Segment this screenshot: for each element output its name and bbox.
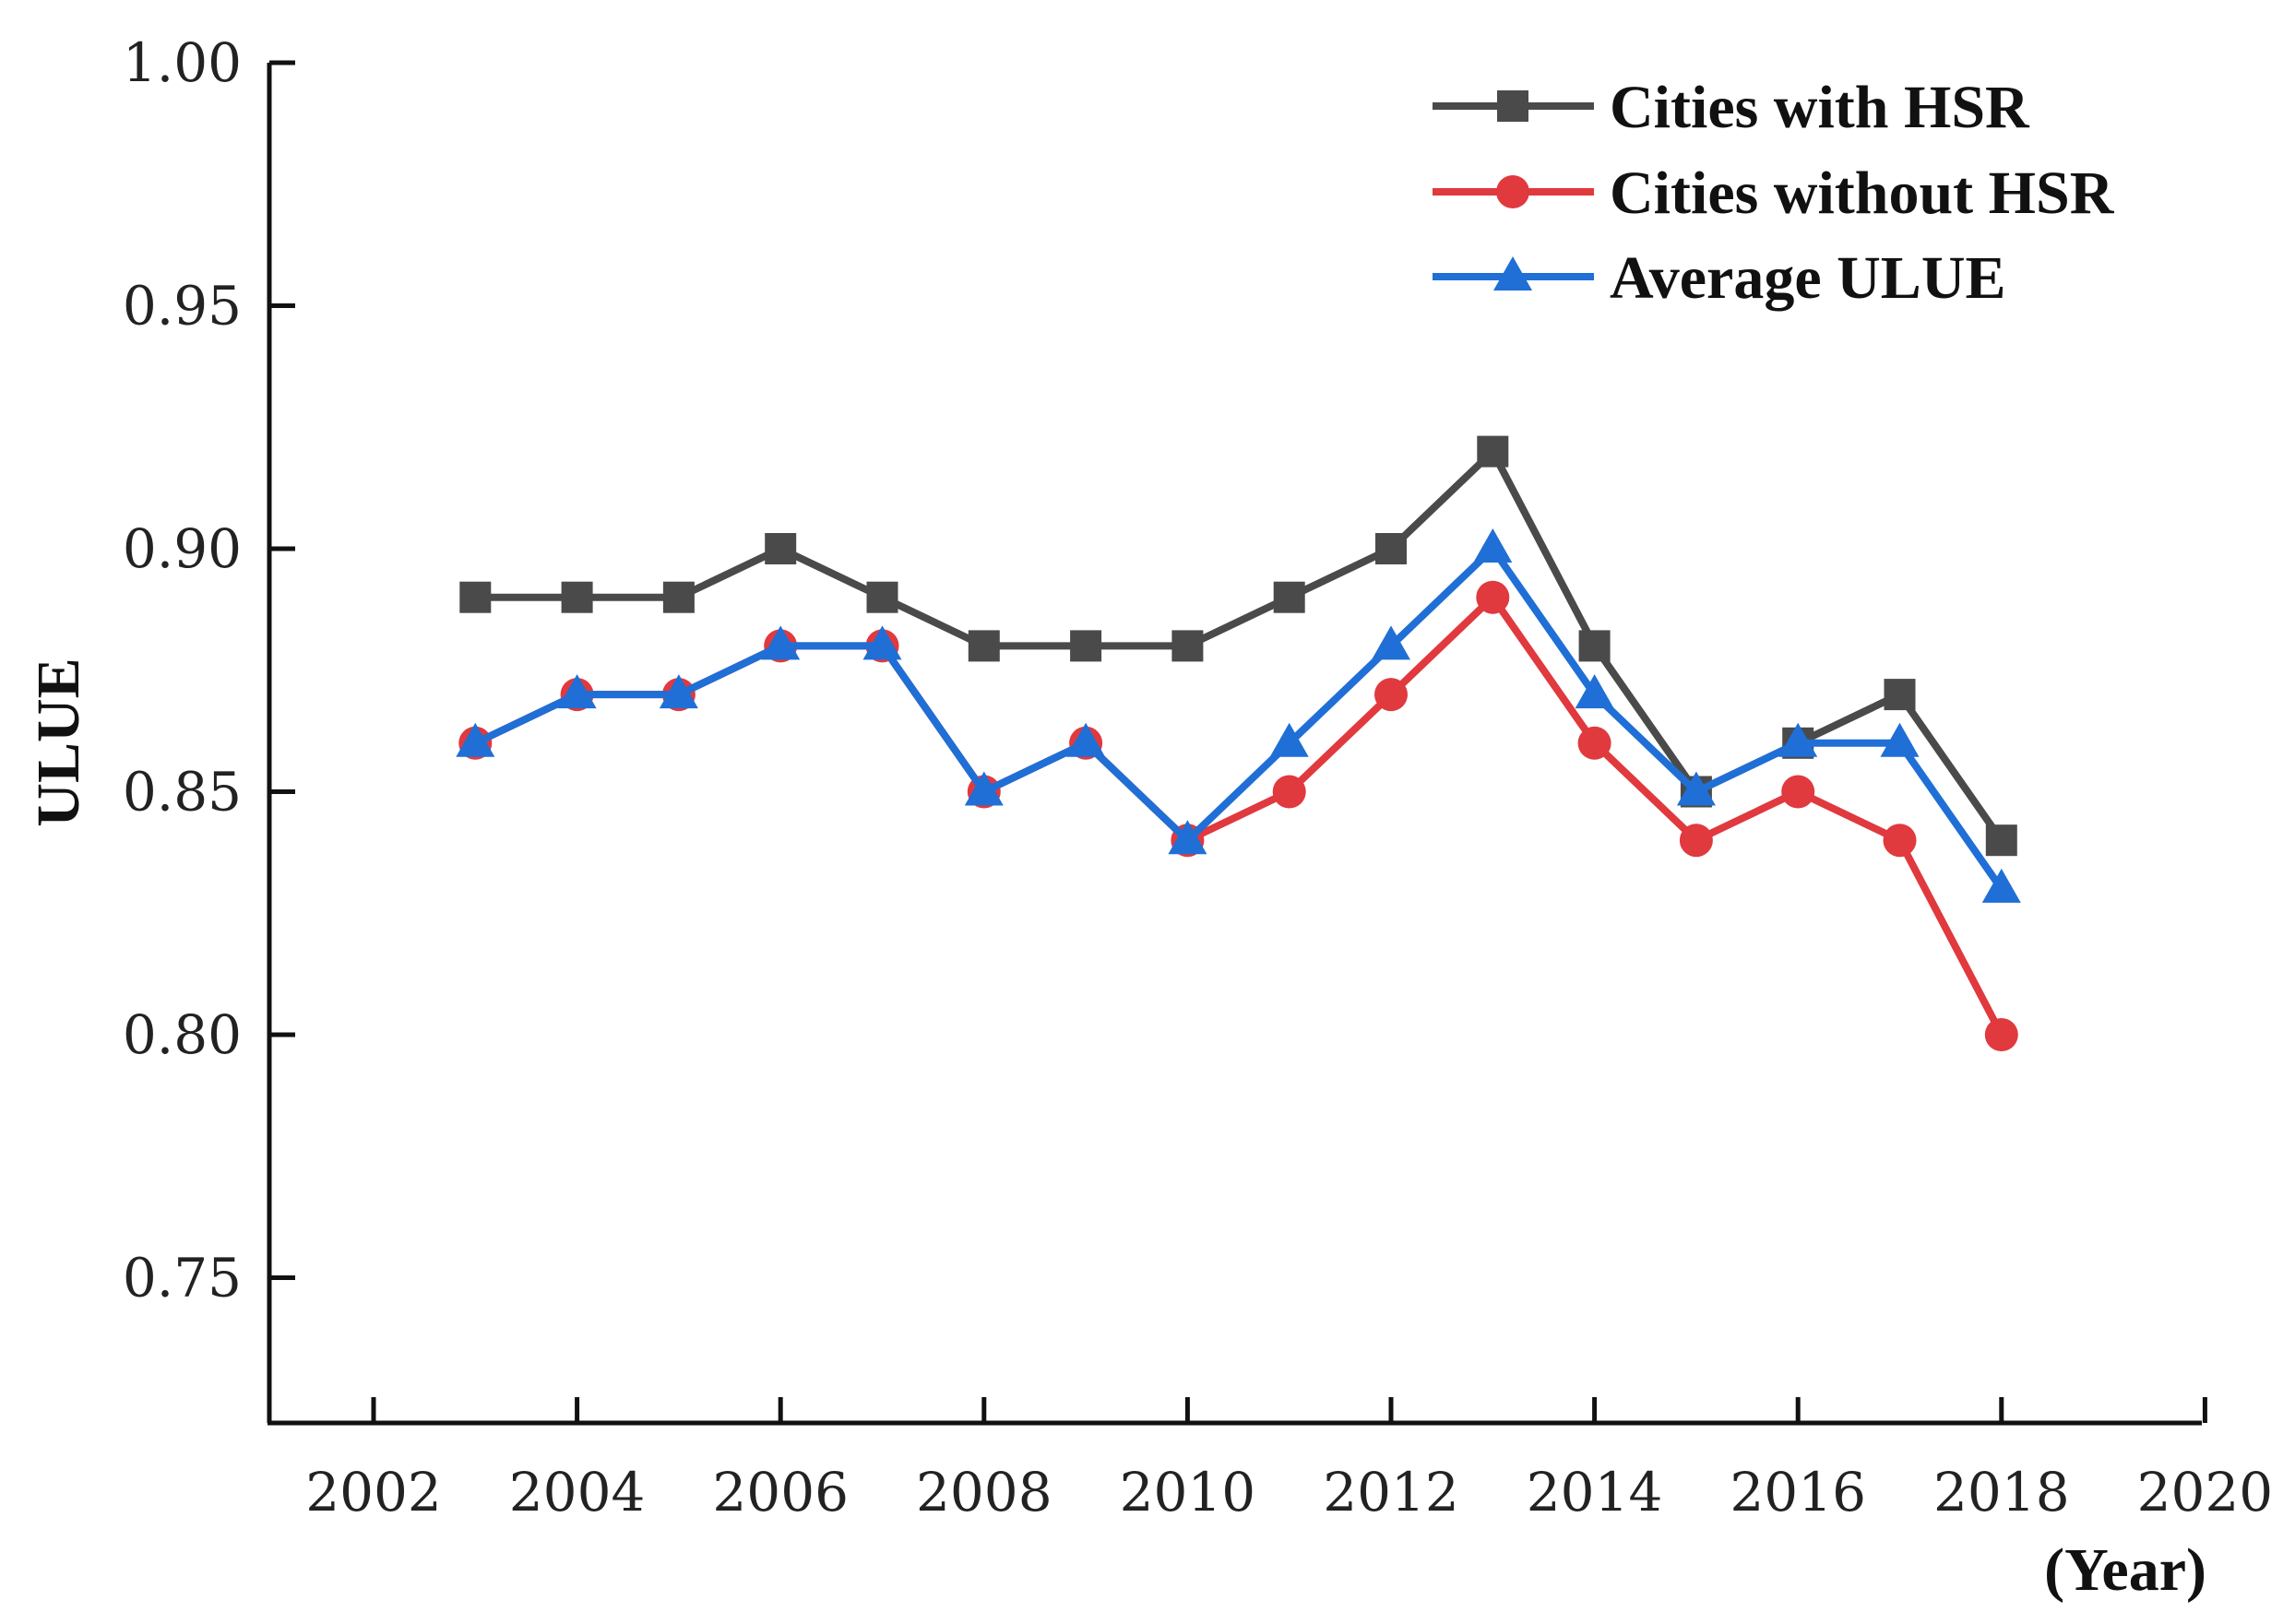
data-point-cities-with-hsr [662, 581, 695, 613]
data-point-average-ulue [456, 722, 495, 757]
x-tick-label: 2002 [305, 1461, 442, 1523]
x-tick-label: 2008 [916, 1461, 1052, 1523]
data-point-cities-with-hsr [1273, 581, 1305, 613]
x-tick-label: 2016 [1730, 1461, 1866, 1523]
data-point-average-ulue [1066, 722, 1106, 757]
series-layer [456, 435, 2021, 1051]
x-ticks: 2002 2004 2006 2008 2010 2012 2014 2016 2018 2020 [305, 1397, 2273, 1523]
axes [267, 63, 2202, 1426]
data-point-average-ulue [1981, 868, 2021, 903]
series-cities-without-hsr [458, 580, 2018, 1051]
data-point-average-ulue [1676, 771, 1716, 806]
data-point-cities-with-hsr [1477, 435, 1509, 468]
y-axis-title: ULUE [25, 658, 92, 826]
legend: Cities with HSR Cities without HSR Average… [1433, 74, 2115, 312]
series-line-average-ulue [471, 545, 2005, 893]
data-point-average-ulue [964, 771, 1004, 806]
data-point-cities-without-hsr [1781, 775, 1815, 809]
data-point-cities-with-hsr [866, 581, 898, 613]
x-tick-label: 2012 [1323, 1461, 1459, 1523]
x-tick-label: 2004 [509, 1461, 646, 1523]
data-point-average-ulue [862, 625, 902, 660]
data-point-cities-with-hsr [561, 581, 593, 613]
x-tick-label: 2020 [2137, 1461, 2274, 1523]
data-point-average-ulue [1575, 674, 1614, 709]
data-point-cities-without-hsr [1476, 580, 1510, 614]
x-tick-label: 2010 [1120, 1461, 1256, 1523]
y-tick-label: 0.95 [123, 275, 242, 338]
y-tick-label: 0.85 [123, 761, 242, 824]
legend-label: Cities with HSR [1610, 74, 2030, 141]
legend-label: Average ULUE [1610, 244, 2006, 312]
data-point-cities-with-hsr [1171, 630, 1204, 662]
data-point-cities-with-hsr [1070, 630, 1102, 662]
series-average-ulue [456, 528, 2021, 903]
data-point-average-ulue [761, 625, 801, 660]
legend-label: Cities without HSR [1610, 160, 2115, 227]
x-tick-label: 2018 [1933, 1461, 2070, 1523]
y-tick-label: 0.80 [123, 1003, 242, 1066]
x-axis-title: (Year) [2044, 1536, 2206, 1604]
y-tick-label: 0.90 [123, 517, 242, 580]
legend-marker [1497, 90, 1528, 122]
legend-item-average-ulue: Average ULUE [1433, 244, 2006, 312]
data-point-cities-with-hsr [459, 581, 492, 613]
series-line-cities-without-hsr [471, 593, 2005, 1038]
data-point-average-ulue [659, 674, 698, 709]
legend-item-cities-with-hsr: Cities with HSR [1433, 74, 2030, 141]
series-line-cities-with-hsr [471, 447, 2005, 845]
data-point-cities-without-hsr [1374, 678, 1408, 712]
y-tick-label: 1.00 [123, 31, 242, 94]
data-point-cities-without-hsr [1577, 726, 1611, 760]
data-point-cities-with-hsr [1985, 824, 2017, 857]
data-point-average-ulue [1473, 528, 1513, 563]
data-point-cities-without-hsr [1679, 824, 1713, 858]
data-point-cities-without-hsr [1883, 824, 1917, 858]
data-point-cities-with-hsr [1884, 679, 1916, 711]
data-point-cities-with-hsr [1578, 630, 1611, 662]
data-point-average-ulue [1778, 722, 1818, 757]
x-tick-label: 2006 [712, 1461, 849, 1523]
data-point-average-ulue [1880, 722, 1920, 757]
data-point-cities-with-hsr [1375, 533, 1407, 564]
y-ticks: 0.75 0.80 0.85 0.90 0.95 1.00 [123, 31, 295, 1310]
data-point-cities-with-hsr [968, 630, 1000, 662]
data-point-cities-without-hsr [1272, 775, 1306, 809]
data-point-average-ulue [1168, 820, 1207, 855]
data-point-cities-without-hsr [1984, 1018, 2018, 1051]
data-point-average-ulue [1372, 625, 1410, 660]
data-point-average-ulue [1269, 722, 1309, 757]
y-tick-label: 0.75 [123, 1247, 242, 1310]
data-point-cities-with-hsr [765, 533, 797, 564]
legend-marker [1493, 256, 1532, 290]
legend-marker [1496, 175, 1529, 208]
data-point-average-ulue [557, 674, 597, 709]
legend-item-cities-without-hsr: Cities without HSR [1433, 160, 2115, 227]
x-tick-label: 2014 [1527, 1461, 1663, 1523]
